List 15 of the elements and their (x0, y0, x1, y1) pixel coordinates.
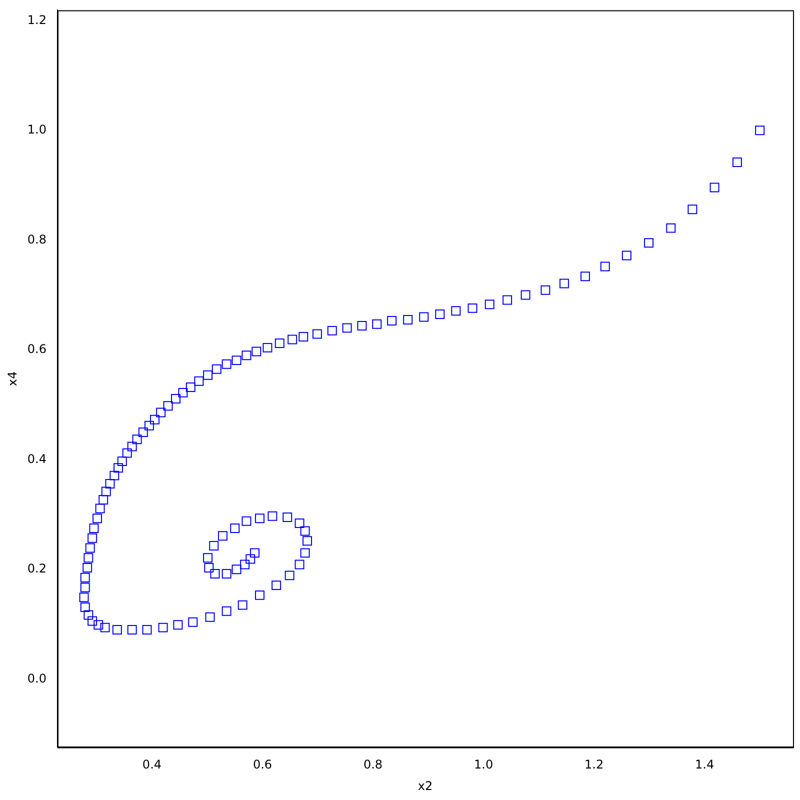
y-tick-label: 0.8 (27, 232, 46, 246)
y-tick-label: 1.0 (27, 122, 46, 137)
y-tick-label: 0.2 (27, 562, 46, 576)
x-tick-label: 1.4 (695, 758, 714, 772)
x-tick-label: 0.6 (252, 758, 272, 772)
x-tick-label: 0.4 (142, 758, 162, 772)
x-tick-label: 0.8 (363, 758, 383, 772)
y-tick-label: 0.6 (27, 342, 46, 356)
y-axis-title: x4 (5, 371, 20, 386)
y-tick-label: 0.0 (27, 671, 46, 686)
y-tick-label: 1.2 (27, 12, 46, 27)
y-tick-label: 0.4 (27, 452, 46, 466)
x-axis-title: x2 (418, 778, 433, 793)
x-tick-label: 1.2 (584, 758, 604, 772)
x-tick-label: 1.0 (474, 758, 494, 772)
